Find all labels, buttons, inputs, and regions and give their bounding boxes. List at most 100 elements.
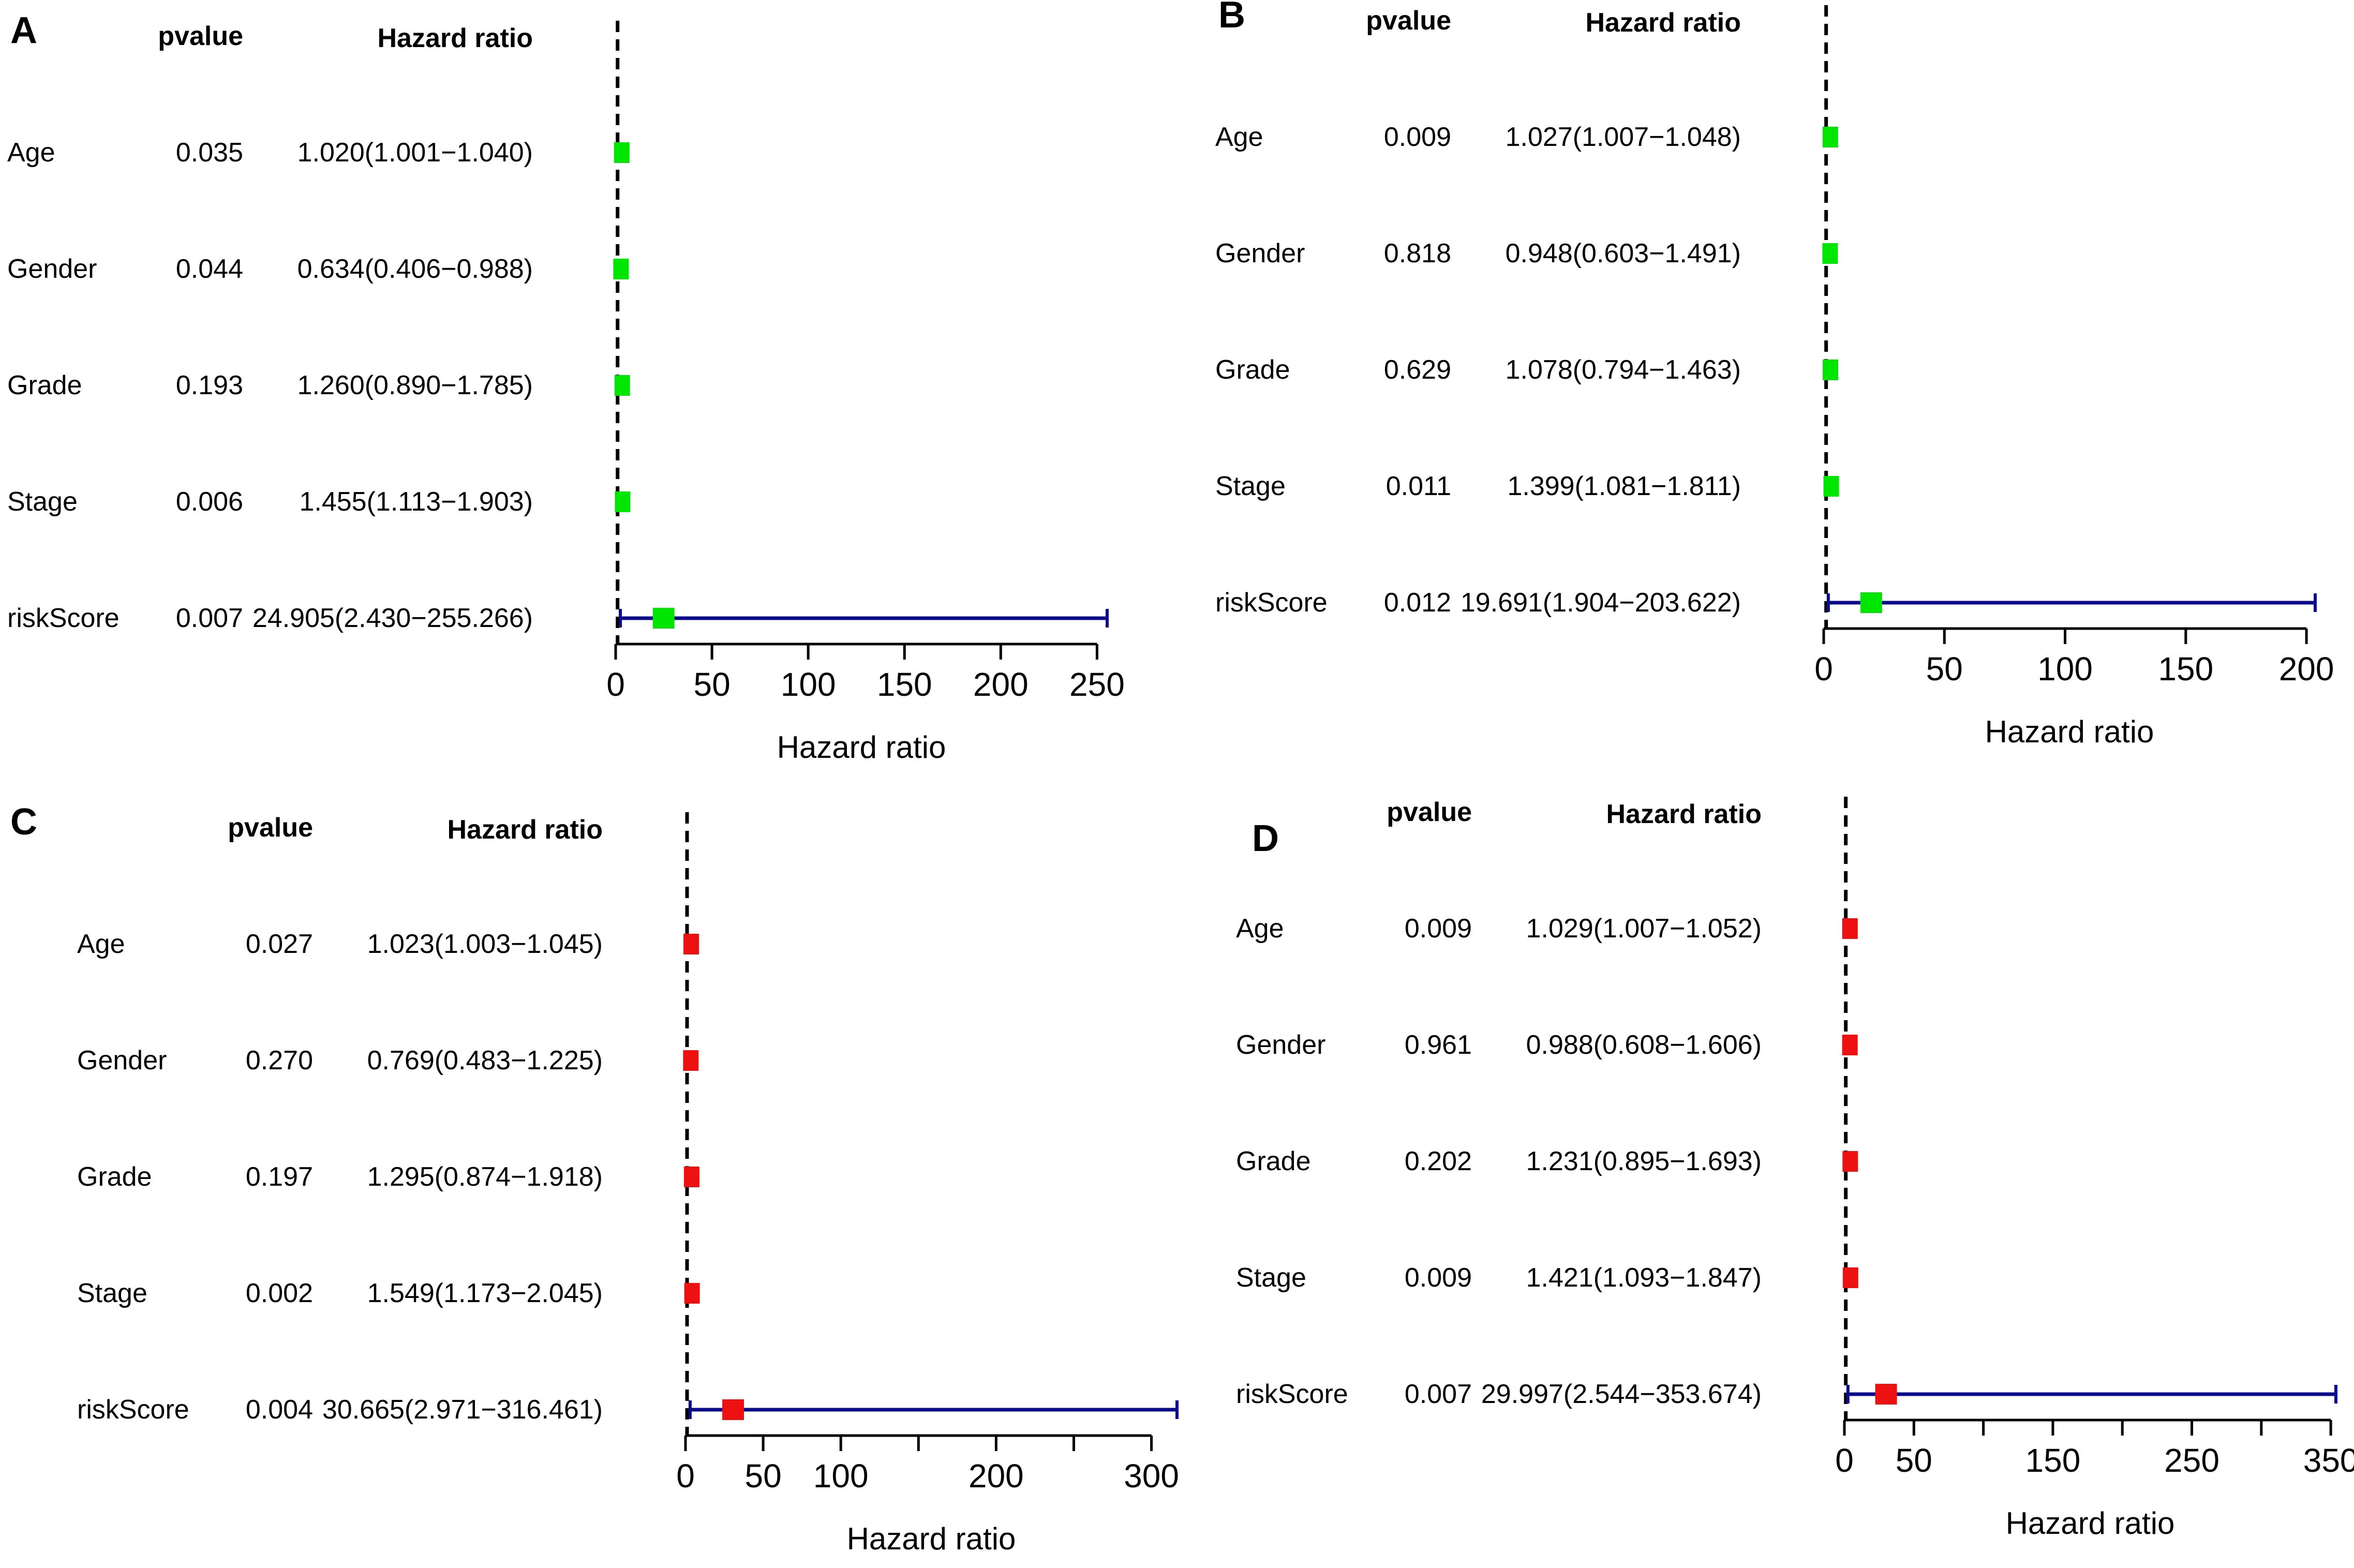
variable-name: riskScore (1215, 588, 1328, 618)
pvalue-cell: 0.006 (175, 487, 243, 517)
x-tick-label: 100 (781, 666, 836, 703)
hazard-ratio-cell: 1.231(0.895−1.693) (1526, 1146, 1762, 1176)
x-tick-label: 50 (1926, 650, 1963, 688)
pvalue-cell: 0.961 (1404, 1030, 1472, 1060)
hazard-ratio-cell: 0.948(0.603−1.491) (1505, 238, 1741, 268)
table-row: Stage 0.002 1.549(1.173−2.045) (70, 1275, 639, 1311)
table-row: Age 0.027 1.023(1.003−1.045) (70, 926, 639, 962)
x-tick-label: 100 (813, 1457, 869, 1495)
panel-label: A (10, 10, 37, 51)
pvalue-cell: 0.009 (1404, 914, 1472, 944)
pvalue-header: pvalue (1366, 6, 1451, 36)
table-row: Age 0.009 1.027(1.007−1.048) (1208, 119, 1777, 155)
hazard-ratio-marker (614, 142, 630, 163)
table-row: Stage 0.006 1.455(1.113−1.903) (0, 484, 569, 520)
hazard-ratio-cell: 0.988(0.608−1.606) (1526, 1030, 1762, 1060)
variable-name: riskScore (77, 1395, 189, 1425)
x-tick-label: 150 (2158, 650, 2213, 688)
forest-plot-d: 0 50 150 250 350 Hazard ratio (1835, 797, 2354, 1541)
pvalue-header: pvalue (228, 813, 313, 843)
x-tick-label: 200 (973, 666, 1029, 703)
x-tick-label: 0 (1814, 650, 1833, 688)
pvalue-cell: 0.193 (175, 370, 243, 400)
x-tick-label: 250 (1069, 666, 1125, 703)
pvalue-cell: 0.007 (175, 603, 243, 633)
hazard-ratio-marker (1842, 1151, 1858, 1172)
table-row: Gender 0.961 0.988(0.608−1.606) (1229, 1027, 1798, 1063)
hazard-ratio-marker (1842, 1267, 1858, 1288)
hazard-ratio-cell: 1.549(1.173−2.045) (367, 1278, 603, 1308)
table-row: Gender 0.818 0.948(0.603−1.491) (1208, 235, 1777, 272)
variable-name: Grade (1215, 355, 1290, 385)
hazard-ratio-header: Hazard ratio (1606, 799, 1762, 829)
variable-name: Stage (1236, 1263, 1306, 1293)
variable-name: Gender (77, 1046, 167, 1076)
hazard-ratio-cell: 19.691(1.904−203.622) (1460, 588, 1741, 618)
pvalue-cell: 0.035 (175, 138, 243, 168)
hazard-ratio-marker (1822, 243, 1838, 264)
table-row: riskScore 0.004 30.665(2.971−316.461) (70, 1392, 639, 1428)
pvalue-cell: 0.009 (1383, 122, 1451, 152)
pvalue-cell: 0.270 (245, 1046, 313, 1076)
hazard-ratio-marker (614, 375, 630, 396)
forest-plot-b: 0 50 100 150 200 Hazard ratio (1814, 5, 2334, 749)
hazard-ratio-cell: 1.421(1.093−1.847) (1526, 1263, 1762, 1293)
pvalue-cell: 0.044 (175, 254, 243, 284)
table-row: Grade 0.202 1.231(0.895−1.693) (1229, 1143, 1798, 1179)
panel-label: B (1218, 0, 1245, 36)
hazard-ratio-header: Hazard ratio (1585, 8, 1741, 38)
pvalue-header: pvalue (158, 21, 243, 51)
forest-plot-c: 0 50 100 200 300 Hazard ratio (676, 812, 1179, 1556)
table-row: riskScore 0.007 29.997(2.544−353.674) (1229, 1376, 1798, 1412)
hazard-ratio-marker (1842, 918, 1858, 939)
x-tick-label: 350 (2303, 1442, 2354, 1479)
x-tick-label: 150 (877, 666, 932, 703)
x-tick-label: 50 (745, 1457, 782, 1495)
hazard-ratio-cell: 1.020(1.001−1.040) (297, 138, 533, 168)
table-row: Gender 0.270 0.769(0.483−1.225) (70, 1042, 639, 1079)
hazard-ratio-marker (1823, 476, 1839, 497)
forest-panel-c: C pvalue Hazard ratio Age 0.027 1.023(1.… (10, 792, 1247, 1568)
variable-name: Gender (7, 254, 97, 284)
hazard-ratio-cell: 1.023(1.003−1.045) (367, 929, 603, 959)
table-row: Grade 0.193 1.260(0.890−1.785) (0, 367, 569, 404)
variable-name: riskScore (1236, 1379, 1348, 1409)
table-row: riskScore 0.007 24.905(2.430−255.266) (0, 600, 569, 636)
forest-panel-d: D pvalue Hazard ratio Age 0.009 1.029(1.… (1229, 776, 2354, 1552)
hazard-ratio-cell: 1.455(1.113−1.903) (299, 487, 533, 517)
hazard-ratio-marker (1822, 127, 1838, 147)
pvalue-cell: 0.009 (1404, 1263, 1472, 1293)
hazard-ratio-marker (722, 1399, 744, 1420)
variable-name: Gender (1215, 238, 1305, 268)
hazard-ratio-marker (684, 1283, 700, 1304)
table-row: Stage 0.011 1.399(1.081−1.811) (1208, 468, 1777, 504)
hazard-ratio-cell: 1.027(1.007−1.048) (1505, 122, 1741, 152)
table-row: Gender 0.044 0.634(0.406−0.988) (0, 251, 569, 287)
pvalue-cell: 0.007 (1404, 1379, 1472, 1409)
hazard-ratio-marker (683, 1167, 699, 1187)
x-tick-label: 50 (693, 666, 730, 703)
x-tick-label: 150 (2025, 1442, 2081, 1479)
table-row: Grade 0.197 1.295(0.874−1.918) (70, 1159, 639, 1195)
variable-name: Age (1236, 914, 1284, 944)
hazard-ratio-marker (613, 259, 629, 279)
forest-plot-a: 0 50 100 150 200 250 Hazard ratio (606, 21, 1125, 765)
pvalue-cell: 0.011 (1385, 471, 1451, 501)
hazard-ratio-marker (1823, 360, 1839, 380)
hazard-ratio-marker (1842, 1035, 1858, 1055)
pvalue-header: pvalue (1387, 797, 1472, 827)
hazard-ratio-cell: 24.905(2.430−255.266) (252, 603, 533, 633)
x-axis-label: Hazard ratio (847, 1521, 1016, 1556)
table-row: Stage 0.009 1.421(1.093−1.847) (1229, 1260, 1798, 1296)
hazard-ratio-header: Hazard ratio (447, 815, 603, 845)
hazard-ratio-cell: 1.295(0.874−1.918) (367, 1162, 603, 1192)
hazard-ratio-cell: 30.665(2.971−316.461) (322, 1395, 603, 1425)
x-tick-label: 50 (1896, 1442, 1932, 1479)
pvalue-cell: 0.197 (245, 1162, 313, 1192)
x-tick-label: 200 (969, 1457, 1024, 1495)
hazard-ratio-marker (615, 491, 631, 512)
table-row: Age 0.009 1.029(1.007−1.052) (1229, 910, 1798, 947)
pvalue-cell: 0.027 (245, 929, 313, 959)
variable-name: Gender (1236, 1030, 1326, 1060)
x-axis-label: Hazard ratio (1985, 714, 2154, 749)
